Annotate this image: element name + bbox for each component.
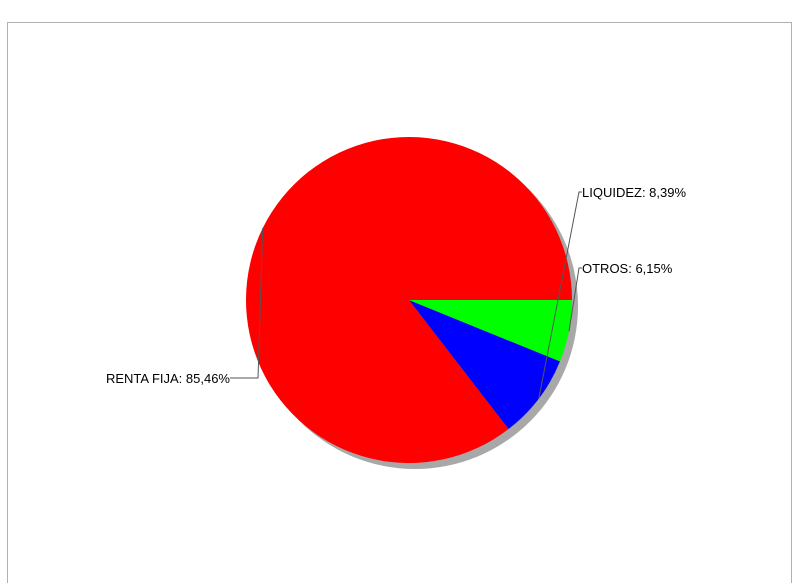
pie-slice-liquidez [409,300,560,430]
leader-line [230,228,264,379]
slice-label: RENTA FIJA: 85,46% [106,371,230,386]
pie-slice-renta-fija [246,137,573,464]
pie-slice-otros [409,300,572,362]
pie-slices [246,137,573,464]
slice-label: OTROS: 6,15% [582,261,673,276]
slice-labels: RENTA FIJA: 85,46% LIQUIDEZ: 8,39% OTROS: … [106,185,686,399]
slice-label: LIQUIDEZ: 8,39% [582,185,686,200]
leader-line [538,191,582,399]
leader-line [568,267,582,332]
